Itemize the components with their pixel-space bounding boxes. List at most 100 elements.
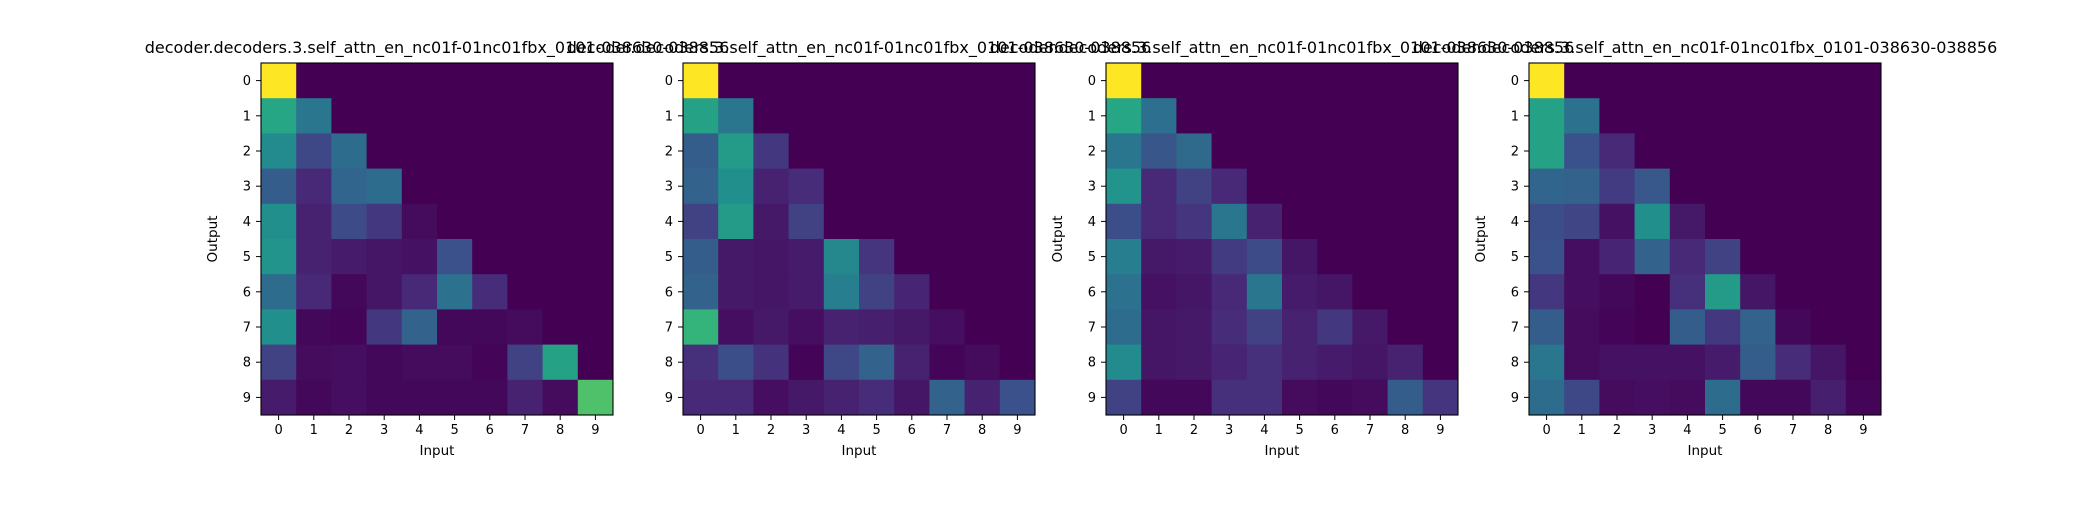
heatmap-cell [1246, 98, 1283, 134]
heatmap-cell [296, 168, 332, 205]
heatmap-cell [1282, 239, 1318, 275]
heatmap-cell [1564, 168, 1600, 205]
x-tick-label: 3 [802, 423, 810, 438]
heatmap-cell [1211, 63, 1248, 99]
heatmap-cell [1282, 63, 1318, 99]
heatmap-cell [1176, 133, 1212, 169]
heatmap-cell [507, 309, 543, 345]
heatmap-cell [894, 344, 930, 381]
x-tick-label: 6 [1331, 423, 1339, 438]
heatmap-cell [1634, 239, 1671, 275]
heatmap-cell [472, 379, 508, 416]
heatmap-cell [261, 274, 297, 310]
x-tick-label: 5 [1718, 423, 1726, 438]
heatmap-cell [894, 203, 930, 240]
heatmap-cell [894, 379, 930, 416]
heatmap-cell [507, 274, 543, 310]
x-tick-label: 0 [1119, 423, 1127, 438]
heatmap-cell [1529, 274, 1565, 310]
x-axis-label: Input [1265, 443, 1300, 459]
heatmap-cell [1564, 203, 1600, 240]
heatmap-cell [1810, 203, 1847, 240]
heatmap-cell [1352, 274, 1388, 310]
heatmap-cell [331, 133, 367, 169]
heatmap-cell [296, 379, 332, 416]
heatmap-cell [1529, 344, 1565, 381]
heatmap-cell [366, 309, 403, 345]
y-tick-label: 1 [243, 109, 251, 124]
heatmap-cell [1564, 344, 1600, 381]
heatmap-cell [1669, 168, 1706, 205]
heatmap-cell [788, 379, 825, 416]
heatmap-cell [366, 133, 403, 169]
heatmap-cell [1106, 239, 1142, 275]
heatmap-cell [1740, 133, 1776, 169]
y-tick-label: 5 [1088, 250, 1096, 265]
heatmap-cell [1740, 309, 1776, 345]
heatmap-cell [859, 274, 895, 310]
heatmap-cell [1705, 168, 1741, 205]
heatmap-cell [1705, 274, 1741, 310]
heatmap-cell [1317, 379, 1353, 416]
y-tick-label: 7 [243, 321, 251, 336]
heatmap-cell [296, 203, 332, 240]
heatmap-cell [683, 98, 719, 134]
heatmap-cell [1705, 133, 1741, 169]
x-tick-label: 5 [1295, 423, 1303, 438]
heatmap-cell [1317, 274, 1353, 310]
heatmap-cell [1669, 379, 1706, 416]
heatmap-cell [964, 203, 1001, 240]
heatmap-cell [261, 344, 297, 381]
heatmap-cell [1599, 203, 1635, 240]
heatmap-cell [542, 133, 579, 169]
heatmap-cell [718, 309, 754, 345]
heatmap-cell [1317, 168, 1353, 205]
heatmap-cell [1106, 168, 1142, 205]
heatmap-cell [683, 274, 719, 310]
heatmap-cell [1246, 239, 1283, 275]
heatmap-cell [1282, 379, 1318, 416]
heatmap-cell [1529, 168, 1565, 205]
x-tick-label: 8 [978, 423, 986, 438]
heatmap-cell [1387, 98, 1424, 134]
y-tick-label: 2 [243, 145, 251, 160]
heatmap-cell [401, 98, 438, 134]
heatmap-cell [823, 203, 860, 240]
heatmap-cell [1810, 98, 1847, 134]
heatmap-cell [1422, 168, 1459, 205]
heatmap-cell [261, 203, 297, 240]
heatmap-cell [718, 379, 754, 416]
heatmap-cell [437, 133, 473, 169]
heatmap-cell [1740, 274, 1776, 310]
heatmap-cell [577, 63, 614, 99]
y-tick-label: 3 [1088, 180, 1096, 195]
heatmap-cell [296, 309, 332, 345]
heatmap-cell [1529, 98, 1565, 134]
heatmap-cell [507, 239, 543, 275]
heatmap-cell [472, 274, 508, 310]
heatmap-cell [437, 274, 473, 310]
heatmap-cell [1422, 133, 1459, 169]
x-tick-label: 3 [380, 423, 388, 438]
heatmap-cell [1775, 309, 1811, 345]
heatmap-cell [1705, 379, 1741, 416]
heatmap-cell [964, 344, 1001, 381]
y-axis-label: Output [205, 216, 221, 263]
heatmap-cell [261, 168, 297, 205]
heatmap-cell [1422, 63, 1459, 99]
heatmap-cell [929, 274, 965, 310]
chart-title: decoder.decoders.3.self_attn_en_nc01f-01… [567, 38, 1152, 58]
heatmap-cell [753, 239, 789, 275]
heatmap-cell [401, 239, 438, 275]
heatmap-cell [999, 239, 1036, 275]
heatmap-cell [437, 379, 473, 416]
heatmap-cell [472, 63, 508, 99]
heatmap-cell [472, 239, 508, 275]
heatmap-cell [507, 203, 543, 240]
heatmap-cell [753, 168, 789, 205]
heatmap-cell [1775, 98, 1811, 134]
heatmap-cell [823, 379, 860, 416]
heatmap-cell [859, 379, 895, 416]
heatmap-cell [929, 168, 965, 205]
heatmap-cell [1352, 63, 1388, 99]
